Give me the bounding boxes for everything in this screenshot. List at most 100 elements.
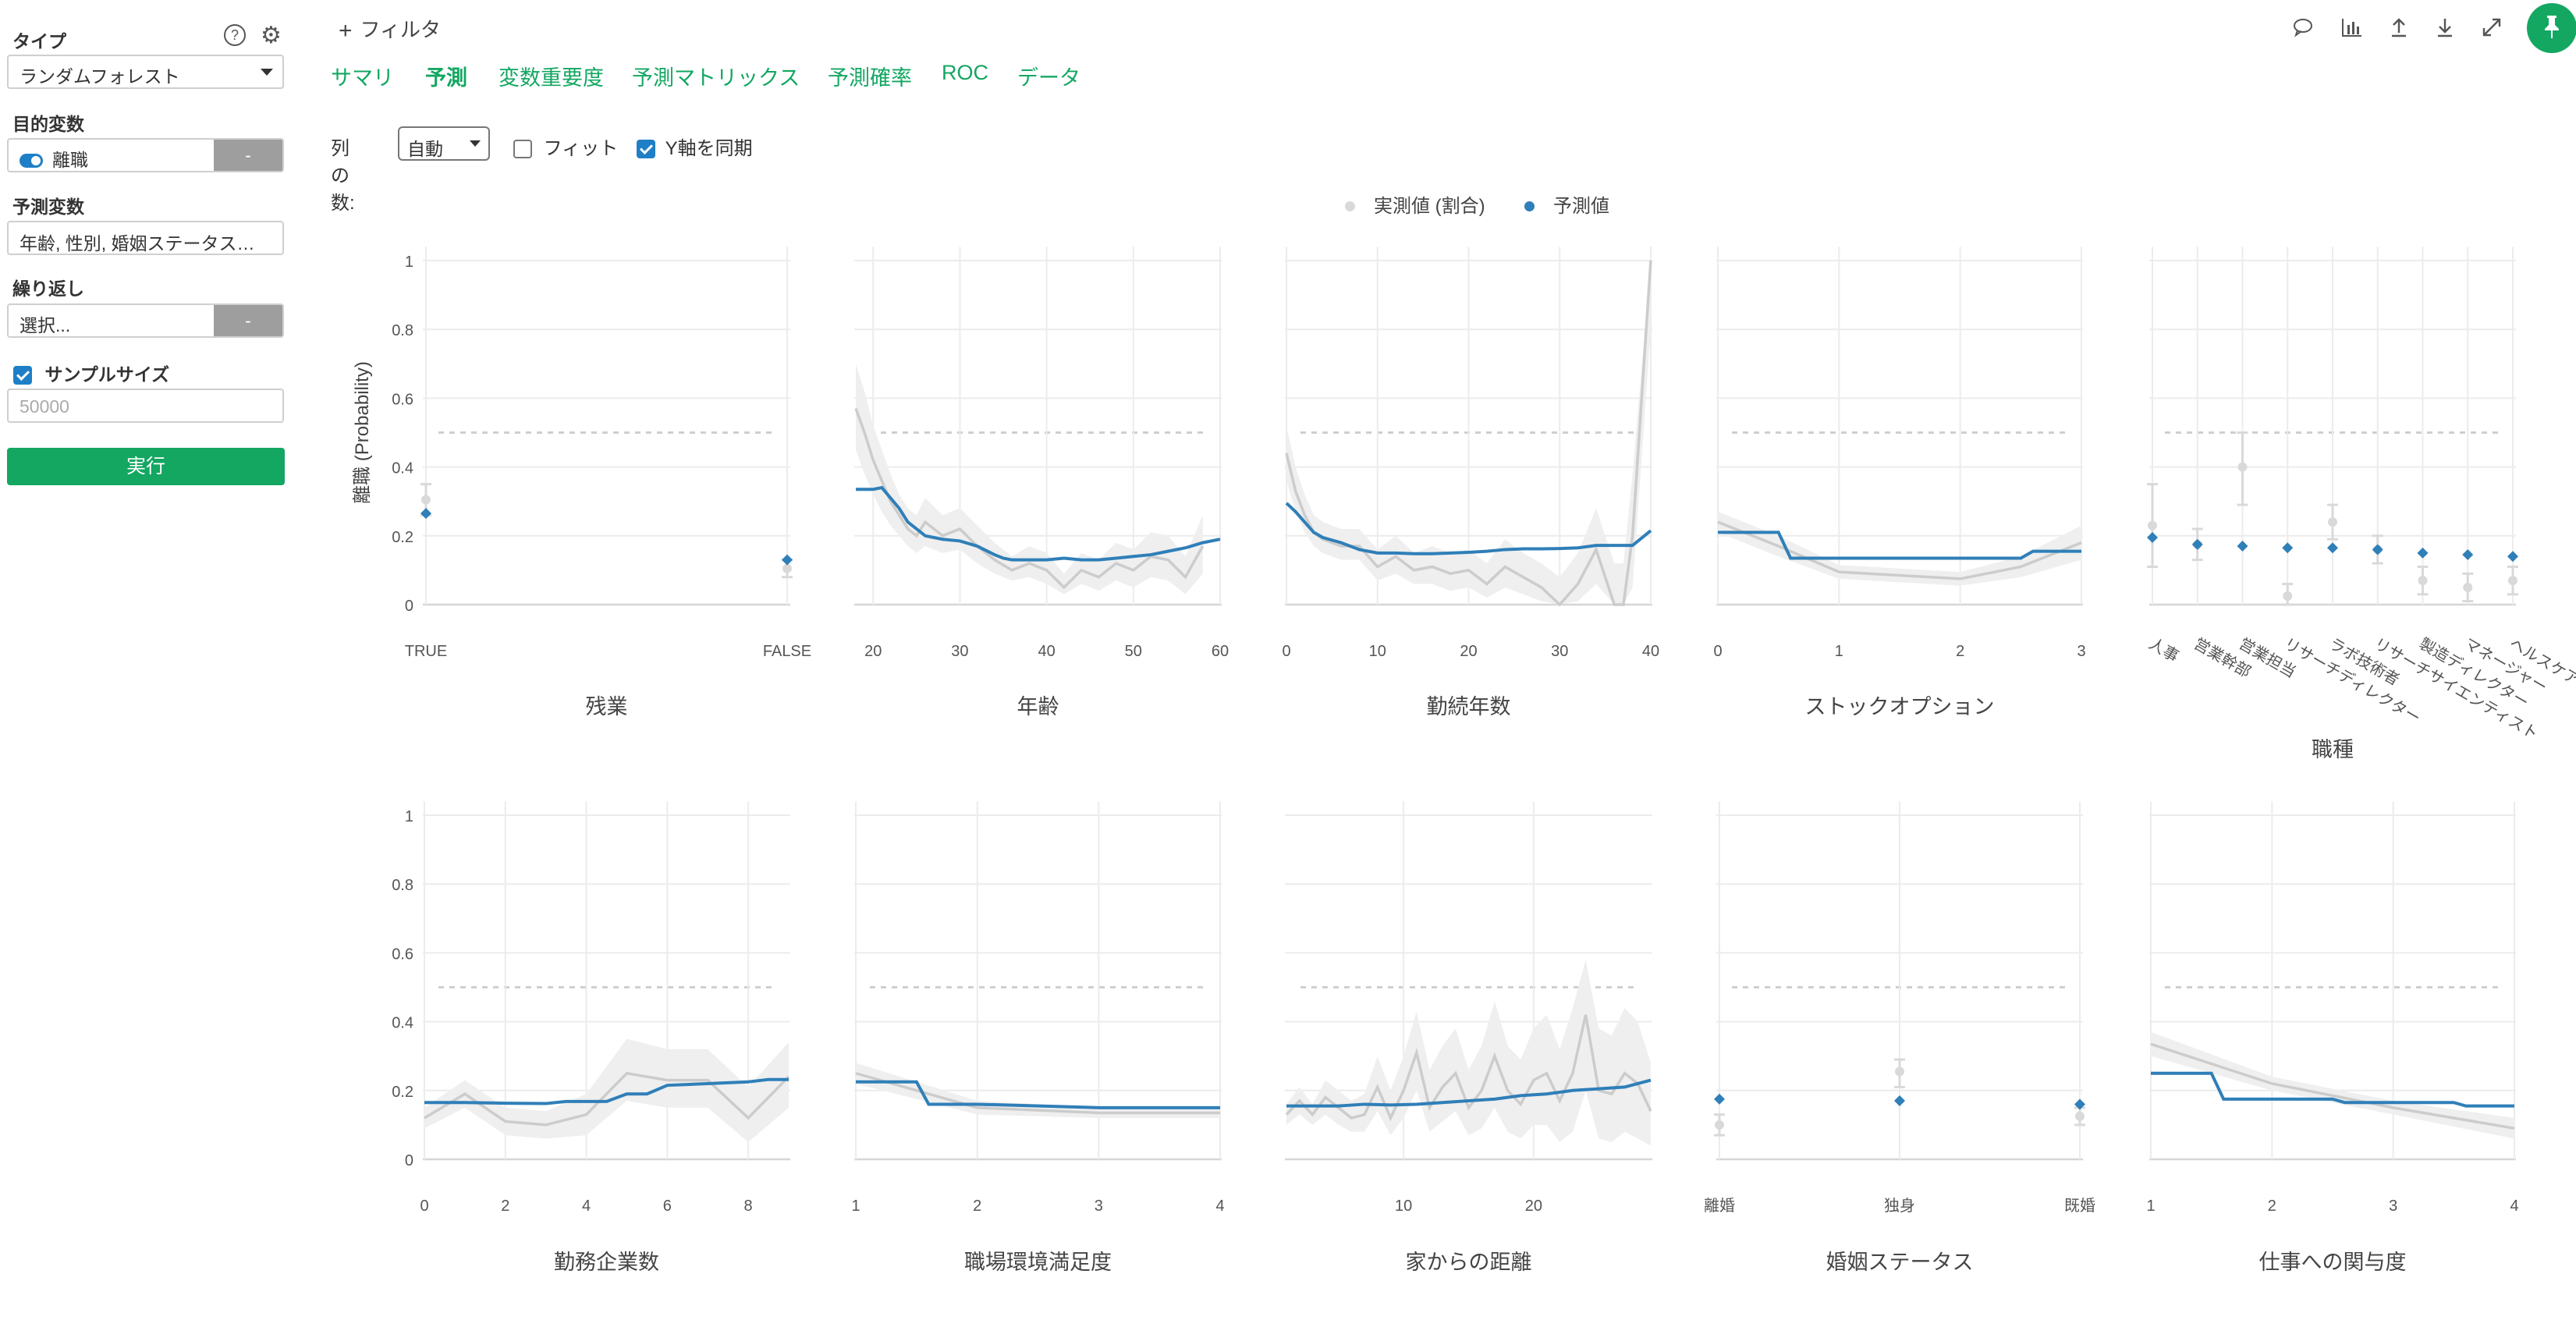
filter-button[interactable]: + フィルタ: [339, 14, 441, 44]
actual-point: [2328, 517, 2337, 527]
x-tick-label: 20: [864, 643, 882, 660]
fit-option[interactable]: フィット: [513, 133, 618, 160]
actual-point: [2237, 462, 2248, 472]
tab-prediction-matrix[interactable]: 予測マトリックス: [632, 66, 800, 90]
sync-y-option[interactable]: Y軸を同期: [637, 133, 753, 160]
x-tick-label: TRUE: [405, 643, 447, 660]
target-variable-value-box[interactable]: 離職: [9, 140, 216, 171]
actual-line: [855, 1072, 1220, 1115]
legend-actual[interactable]: 実測値 (割合): [1345, 190, 1485, 218]
columns-select[interactable]: 自動: [398, 126, 490, 161]
y-tick-label: 0.2: [392, 1084, 413, 1101]
actual-confidence-band: [856, 364, 1203, 594]
target-variable-button[interactable]: -: [214, 140, 282, 171]
y-axis-title: 離職 (Probability): [352, 361, 373, 504]
predictor-label: 予測変数: [12, 197, 84, 217]
legend-predicted[interactable]: 予測値: [1524, 190, 1609, 218]
x-tick-label: 50: [1125, 643, 1142, 660]
actual-confidence-band: [2151, 1031, 2514, 1139]
model-type-select[interactable]: ランダムフォレスト: [7, 55, 284, 89]
toggle-icon[interactable]: [20, 154, 43, 168]
y-tick-label: 0.4: [392, 460, 413, 477]
sample-size-checkbox[interactable]: [13, 366, 32, 385]
x-axis-title: 婚姻ステータス: [1826, 1251, 1974, 1274]
comment-icon[interactable]: [2290, 16, 2316, 42]
predicted-point: [1714, 1093, 1725, 1105]
actual-line: [424, 1071, 790, 1127]
x-tick-label: 4: [582, 1198, 591, 1215]
pin-icon[interactable]: [2527, 3, 2576, 53]
sample-size-row: サンプルサイズ: [13, 360, 169, 386]
predicted-point: [2191, 538, 2203, 550]
predicted-point: [2282, 542, 2294, 554]
predicted-line: [1285, 502, 1652, 555]
target-label: 目的変数: [12, 114, 84, 134]
chart-3: 勤続年数 0 10 20 30 40: [1282, 247, 1659, 719]
actual-line: [854, 408, 1205, 590]
legend-actual-label: 実測値 (割合): [1374, 196, 1485, 217]
predicted-point: [420, 508, 431, 520]
upload-icon[interactable]: [2386, 16, 2412, 42]
repeat-value[interactable]: 選択...: [20, 315, 71, 335]
y-tick-label: 1: [405, 808, 413, 825]
x-tick-label: 営業幹部: [2191, 634, 2254, 682]
chart-8: 家からの距離 10 20: [1285, 801, 1652, 1274]
repeat-field[interactable]: 選択... -: [7, 303, 284, 338]
caret-down-icon: [470, 140, 481, 147]
actual-point: [2148, 520, 2157, 530]
tab-variable-importance[interactable]: 変数重要度: [499, 66, 604, 90]
predictor-variables-field[interactable]: 年齢, 性別, 婚姻ステータス…: [7, 221, 284, 255]
predicted-point: [782, 554, 793, 566]
x-tick-label: リサーチサイエンティスト: [2371, 635, 2541, 743]
gear-icon[interactable]: ⚙: [261, 23, 282, 48]
actual-point: [2283, 591, 2293, 601]
predicted-point: [2074, 1098, 2085, 1110]
tab-roc[interactable]: ROC: [942, 61, 988, 84]
actual-confidence-band: [1286, 960, 1651, 1146]
chart-10: 仕事への関与度 1 2 3 4: [2146, 801, 2519, 1274]
chart-1: 0 0.2 0.4 0.6 0.8 1 残業 離職 (Probability) TRUE FALS…: [352, 247, 811, 719]
tab-prediction[interactable]: 予測: [425, 66, 467, 90]
sync-y-checkbox[interactable]: [637, 140, 655, 158]
run-button[interactable]: 実行: [7, 448, 285, 485]
sample-size-input[interactable]: 50000: [7, 389, 284, 423]
legend-actual-marker: [1345, 201, 1355, 211]
predicted-line: [424, 1077, 789, 1105]
x-axis-title: 職種: [2312, 738, 2354, 761]
x-axis-title: ストックオプション: [1805, 695, 1995, 719]
predicted-line: [1718, 530, 2081, 560]
predicted-point: [2507, 551, 2518, 562]
actual-point: [2508, 576, 2517, 586]
actual-point: [2463, 582, 2473, 592]
x-tick-label: 8: [744, 1198, 753, 1215]
expand-icon[interactable]: [2478, 16, 2505, 42]
x-tick-label: 4: [2510, 1198, 2518, 1215]
x-tick-label: 2: [973, 1198, 981, 1215]
x-tick-label: 2: [2268, 1198, 2276, 1215]
x-tick-label: 10: [1395, 1198, 1412, 1215]
fit-checkbox[interactable]: [513, 140, 532, 158]
question-circle-icon[interactable]: ?: [224, 24, 246, 46]
repeat-button[interactable]: -: [214, 305, 282, 336]
columns-value: 自動: [407, 139, 443, 159]
x-tick-label: 製造ディレクター: [2416, 634, 2532, 711]
x-tick-label: 40: [1038, 643, 1055, 660]
columns-label: 列の数:: [331, 138, 355, 214]
tab-data[interactable]: データ: [1017, 66, 1080, 90]
download-icon[interactable]: [2432, 16, 2458, 42]
x-tick-label: ヘルスケア: [2507, 635, 2576, 689]
x-tick-label: 3: [1095, 1198, 1103, 1215]
x-tick-label: 10: [1369, 643, 1386, 660]
predicted-point: [2372, 544, 2383, 555]
x-axis-title: 勤続年数: [1427, 695, 1511, 719]
tab-prediction-probability[interactable]: 予測確率: [828, 66, 912, 90]
x-tick-label: 4: [1215, 1198, 1224, 1215]
y-tick-label: 0.6: [392, 391, 413, 408]
y-tick-label: 0.8: [392, 322, 413, 339]
target-variable-field[interactable]: 離職 -: [7, 138, 284, 172]
bar-chart-icon[interactable]: [2339, 16, 2365, 42]
predicted-point: [2417, 547, 2429, 559]
actual-point: [1895, 1066, 1904, 1077]
tab-summary[interactable]: サマリ: [331, 66, 394, 90]
chart-6: 0 0.2 0.4 0.6 0.8 1 勤務企業数 0 2 4 6 8: [392, 801, 790, 1274]
